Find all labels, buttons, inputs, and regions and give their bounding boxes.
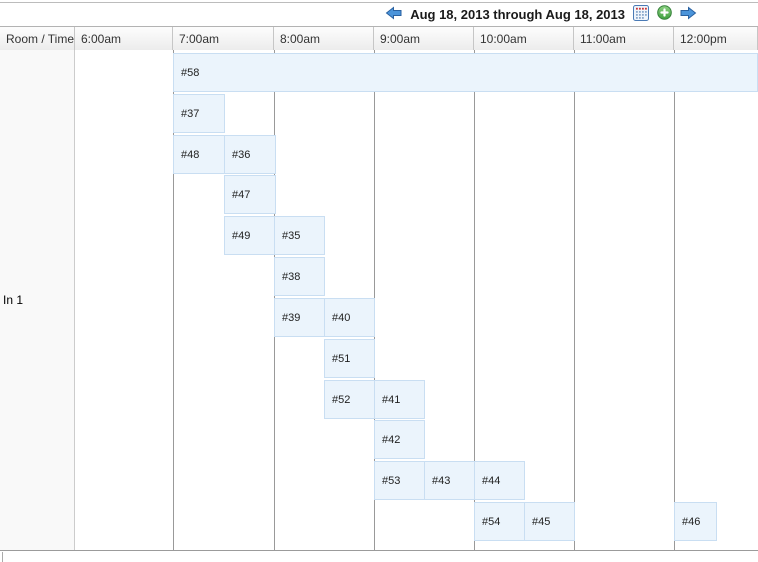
- date-navigation: Aug 18, 2013 through Aug 18, 2013: [385, 3, 697, 25]
- appointment-block[interactable]: #39: [274, 298, 325, 337]
- appointment-block[interactable]: #51: [324, 339, 375, 378]
- top-divider: [0, 2, 758, 3]
- schedule-row-in-1[interactable]: In 1 #58 #37 #48 #36 #47 #49 #35 #38 #39 #40 #51 #5…: [0, 50, 758, 551]
- add-appointment-button[interactable]: [657, 5, 672, 23]
- appointment-block[interactable]: #46: [674, 502, 717, 541]
- appointment-block[interactable]: #38: [274, 257, 325, 296]
- time-column-header: 11:00am: [574, 27, 674, 50]
- corner-header: Room / Time: [0, 27, 75, 50]
- next-row-left-border: [2, 552, 3, 562]
- appointment-block[interactable]: #41: [374, 380, 425, 419]
- appointment-block[interactable]: #35: [274, 216, 325, 255]
- time-column-header: 7:00am: [173, 27, 274, 50]
- time-column-header: 10:00am: [474, 27, 574, 50]
- appointment-block[interactable]: #53: [374, 461, 425, 500]
- next-day-button[interactable]: [680, 5, 697, 24]
- calendar-icon: [633, 4, 649, 24]
- next-row-partial: [0, 551, 758, 562]
- appointment-block[interactable]: #47: [224, 175, 276, 214]
- hour-gridline: [173, 50, 174, 550]
- time-column-header: 9:00am: [374, 27, 474, 50]
- room-label: In 1: [3, 293, 24, 307]
- appointment-block[interactable]: #48: [173, 135, 225, 174]
- arrow-left-icon: [385, 5, 402, 24]
- date-range-label: Aug 18, 2013 through Aug 18, 2013: [410, 6, 625, 22]
- arrow-right-icon: [680, 5, 697, 24]
- appointment-block[interactable]: #40: [324, 298, 375, 337]
- hour-gridline: [474, 50, 475, 550]
- time-column-header: 8:00am: [274, 27, 374, 50]
- calendar-picker-button[interactable]: [633, 4, 649, 24]
- add-circle-icon: [657, 5, 672, 23]
- appointment-block[interactable]: #52: [324, 380, 375, 419]
- appointment-block[interactable]: #43: [424, 461, 475, 500]
- appointment-block[interactable]: #42: [374, 420, 425, 459]
- appointment-block[interactable]: #37: [173, 94, 225, 133]
- appointment-block[interactable]: #49: [224, 216, 276, 255]
- time-column-header: 6:00am: [75, 27, 173, 50]
- appointment-block[interactable]: #45: [524, 502, 575, 541]
- room-cell: In 1: [0, 50, 75, 550]
- appointment-block[interactable]: #36: [224, 135, 276, 174]
- appointment-block[interactable]: #54: [474, 502, 525, 541]
- previous-day-button[interactable]: [385, 5, 402, 24]
- appointment-block[interactable]: #44: [474, 461, 525, 500]
- time-header-row: Room / Time 6:00am 7:00am 8:00am 9:00am 10:0…: [0, 26, 758, 51]
- hour-gridline: [574, 50, 575, 550]
- appointment-block[interactable]: #58: [173, 53, 758, 92]
- time-column-header: 12:00pm: [674, 27, 758, 50]
- hour-gridline: [674, 50, 675, 550]
